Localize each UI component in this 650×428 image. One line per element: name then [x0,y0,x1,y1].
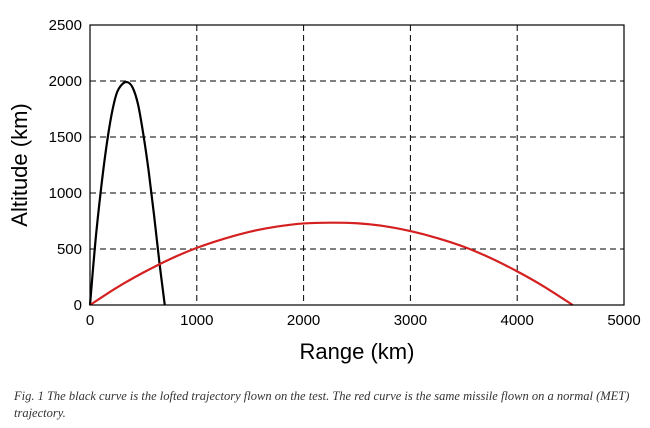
x-tick-label: 0 [86,312,94,329]
y-tick-label: 1500 [49,129,82,146]
y-tick-label: 0 [74,297,82,314]
x-tick-label: 4000 [501,312,534,329]
x-tick-label: 1000 [180,312,213,329]
trajectory-chart: 0 1000 2000 3000 4000 5000 0 500 1000 1500 2000 25… [7,17,641,364]
x-axis-title: Range (km) [300,339,415,364]
x-tick-label: 2000 [287,312,320,329]
y-axis-title: Altitude (km) [7,103,32,226]
x-tick-label: 5000 [607,312,640,329]
y-tick-labels: 0 500 1000 1500 2000 2500 [49,17,82,314]
figure-caption: Fig. 1 The black curve is the lofted tra… [14,389,630,420]
normal-trajectory-line [89,221,574,306]
series-layer [88,80,574,306]
plot-frame [89,24,625,306]
y-tick-label: 500 [57,241,82,258]
y-tick-label: 1000 [49,185,82,202]
x-tick-label: 3000 [394,312,427,329]
y-tick-label: 2500 [49,17,82,34]
lofted-trajectory-line [88,80,166,306]
x-tick-labels: 0 1000 2000 3000 4000 5000 [86,312,641,329]
y-tick-label: 2000 [49,73,82,90]
grid-lines [90,25,624,305]
